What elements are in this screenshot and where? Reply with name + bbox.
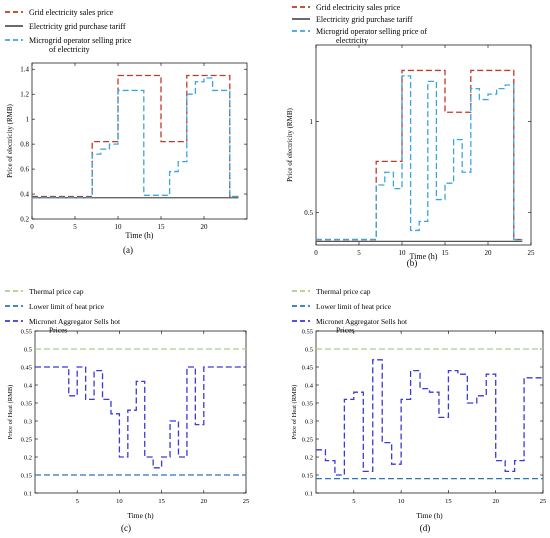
- chart-panel-0: 0 5 10 15 20 0.2 0.4 0.6 0.8 1 1.2 1.4 Time (h) Price…: [5, 8, 248, 255]
- legend: Thermal price cap Lower limit of heat pri…: [292, 287, 408, 335]
- chart-panel-3: 5 10 15 20 25 0.1 0.15 0.2 0.25 0.3 0.35 0.4 0.45 0.5…: [291, 287, 546, 533]
- y-tick-label: 1.2: [20, 91, 29, 99]
- y-tick-label: 0.5: [304, 209, 313, 217]
- x-tick-label: 10: [399, 249, 407, 257]
- y-tick-label: 1.4: [20, 66, 29, 74]
- x-tick-label: 0: [30, 223, 34, 231]
- x-tick-label: 15: [158, 498, 165, 505]
- x-tick-label: 15: [158, 223, 166, 231]
- y-tick-label: 1: [310, 118, 314, 126]
- panel-label: (d): [420, 523, 431, 533]
- series-line-2: [32, 77, 239, 199]
- y-tick-label: 0.35: [21, 401, 32, 408]
- y-axis-label: Price of Heat (RMB): [7, 385, 14, 440]
- legend-label: Electricity grid purchase tariff: [316, 15, 413, 24]
- x-axis-label: Time (h): [127, 511, 154, 520]
- series-line-2: [316, 359, 543, 476]
- legend-label: Lower limit of heat price: [316, 302, 392, 311]
- plot-area: [315, 330, 544, 494]
- x-tick-label: 20: [485, 249, 493, 257]
- legend: Grid electricity sales price Electricity …: [292, 3, 427, 45]
- x-axis-label: Time (h): [126, 231, 154, 240]
- y-tick-label: 0.3: [305, 419, 313, 426]
- legend-label: Thermal price cap: [29, 287, 84, 296]
- plot-area: [31, 62, 248, 220]
- panel-label: (c): [121, 523, 131, 533]
- y-tick-label: 0.1: [305, 491, 313, 498]
- x-tick-label: 25: [243, 498, 250, 505]
- x-tick-label: 10: [116, 498, 123, 505]
- y-tick-label: 0.3: [24, 419, 32, 426]
- legend-label: Grid electricity sales price: [316, 3, 401, 12]
- y-tick-label: 0.45: [302, 365, 313, 372]
- y-tick-label: 0.15: [302, 473, 313, 480]
- y-tick-label: 0.5: [305, 347, 313, 354]
- x-tick-label: 20: [201, 223, 209, 231]
- series-line-2: [35, 366, 246, 469]
- y-tick-label: 0.55: [21, 329, 32, 336]
- legend-label: Electricity grid purchase tariff: [29, 22, 126, 31]
- y-tick-label: 0.15: [21, 473, 32, 480]
- x-tick-label: 10: [115, 223, 123, 231]
- x-axis-label: Time (h): [416, 511, 443, 520]
- x-tick-label: 25: [540, 498, 547, 505]
- legend-label: Thermal price cap: [316, 287, 371, 296]
- y-tick-label: 0.35: [302, 401, 313, 408]
- y-tick-label: 0.5: [24, 347, 32, 354]
- x-tick-label: 5: [357, 249, 361, 257]
- chart-panel-2: 5 10 15 20 25 0.1 0.15 0.2 0.25 0.3 0.35 0.4 0.45 0.5…: [5, 287, 249, 533]
- legend-label: Micronet Aggregator Sells hot Prices: [29, 317, 121, 335]
- x-tick-label: 5: [73, 223, 77, 231]
- y-tick-label: 0.4: [20, 191, 29, 199]
- y-axis-label: Price of Heat (RMB): [291, 385, 298, 440]
- y-tick-label: 0.2: [305, 455, 313, 462]
- x-tick-label: 5: [76, 498, 79, 505]
- y-tick-label: 1: [26, 116, 30, 124]
- y-tick-label: 0.2: [24, 455, 32, 462]
- x-axis-label: Time (h): [410, 252, 438, 261]
- y-tick-label: 0.2: [20, 216, 29, 224]
- plot-area: [34, 330, 247, 494]
- x-tick-label: 20: [492, 498, 499, 505]
- plot-area: [315, 44, 532, 246]
- chart-panel-1: 0 5 10 15 20 25 0.5 1 Time (h) Price of electrici…: [286, 3, 535, 268]
- x-tick-label: 10: [398, 498, 405, 505]
- legend-label: Lower limit of heat price: [29, 302, 105, 311]
- x-tick-label: 15: [442, 249, 450, 257]
- panel-label: (b): [407, 258, 418, 268]
- legend: Thermal price cap Lower limit of heat pri…: [5, 287, 121, 335]
- x-tick-label: 5: [352, 498, 355, 505]
- y-axis-label: Price of electricity (RMB): [286, 107, 294, 181]
- legend-label: Micronet Aggregator Sells hot Prices: [316, 317, 408, 335]
- series-line-2: [316, 75, 523, 241]
- x-tick-label: 20: [201, 498, 208, 505]
- y-tick-label: 0.25: [21, 437, 32, 444]
- legend-label: Microgrid operator selling price of elect…: [29, 36, 132, 54]
- x-tick-label: 25: [528, 249, 536, 257]
- y-tick-label: 0.6: [20, 166, 29, 174]
- y-tick-label: 0.8: [20, 141, 29, 149]
- y-tick-label: 0.45: [21, 365, 32, 372]
- x-tick-label: 15: [445, 498, 452, 505]
- y-tick-label: 0.4: [24, 383, 33, 390]
- legend-label: Grid electricity sales price: [29, 8, 114, 17]
- legend-label: Microgrid operator selling price of elect…: [316, 27, 427, 45]
- legend: Grid electricity sales price Electricity …: [5, 8, 132, 54]
- y-tick-label: 0.4: [305, 383, 314, 390]
- y-axis-label: Price of electricity (RMB): [6, 103, 14, 177]
- y-tick-label: 0.25: [302, 437, 313, 444]
- x-tick-label: 0: [314, 249, 318, 257]
- y-tick-label: 0.55: [302, 329, 313, 336]
- y-tick-label: 0.1: [24, 491, 32, 498]
- panel-label: (a): [123, 245, 133, 255]
